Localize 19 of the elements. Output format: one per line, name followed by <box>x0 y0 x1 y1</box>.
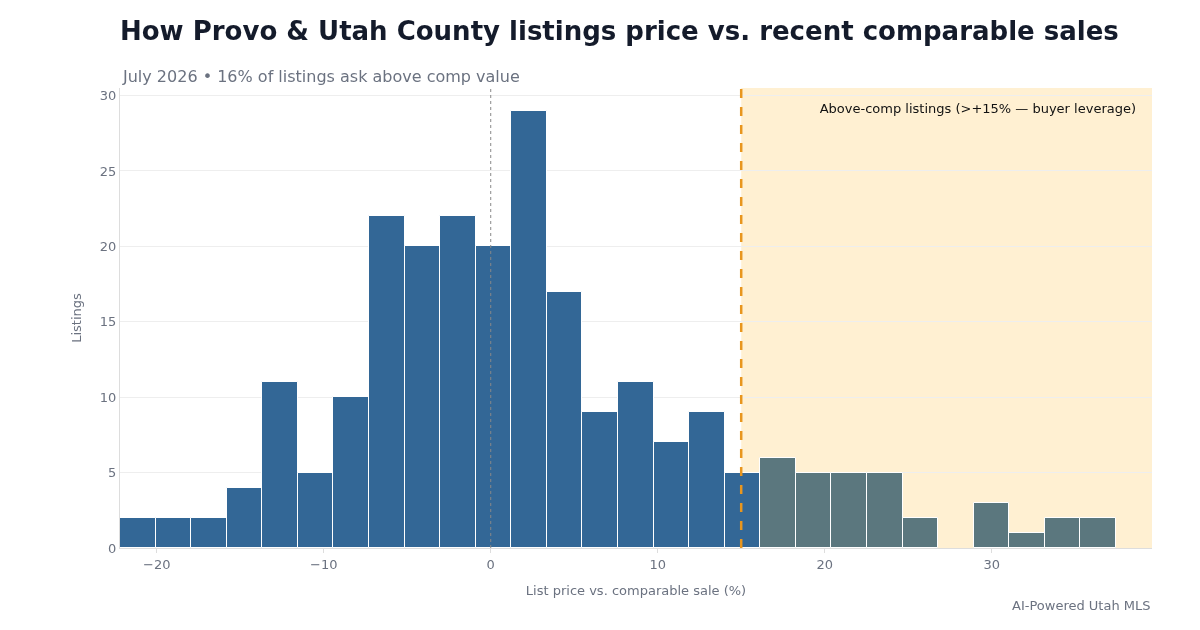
text: AI-Powered Utah MLS <box>1012 598 1151 613</box>
x-axis-title: List price vs. comparable sale (%) <box>525 583 747 599</box>
y-tick-label: 10 <box>99 389 117 405</box>
y-tick-label: 25 <box>99 163 117 179</box>
chart-title: How Provo & Utah County listings price vs. recent comparable sales <box>120 16 1119 47</box>
y-tick-label: 0 <box>108 540 117 556</box>
y-tick-label: 15 <box>99 314 117 330</box>
y-tick-label: 5 <box>108 465 117 481</box>
x-tick-label: −20 <box>143 556 171 572</box>
y-tick-label: 20 <box>99 238 117 254</box>
band-label: Above-comp listings (>+15% — buyer leverage) <box>819 100 1137 116</box>
x-tick-label: −10 <box>310 556 338 572</box>
y-tick-label: 30 <box>99 88 117 104</box>
x-tick-label: 10 <box>649 556 666 572</box>
x-tick-label: 20 <box>816 556 833 572</box>
x-tick-label: 30 <box>983 556 1000 572</box>
chart-subtitle: July 2026 • 16% of listings ask above comp value <box>122 67 520 86</box>
x-tick-label: 0 <box>486 556 495 572</box>
y-axis-title: Listings <box>68 292 84 343</box>
